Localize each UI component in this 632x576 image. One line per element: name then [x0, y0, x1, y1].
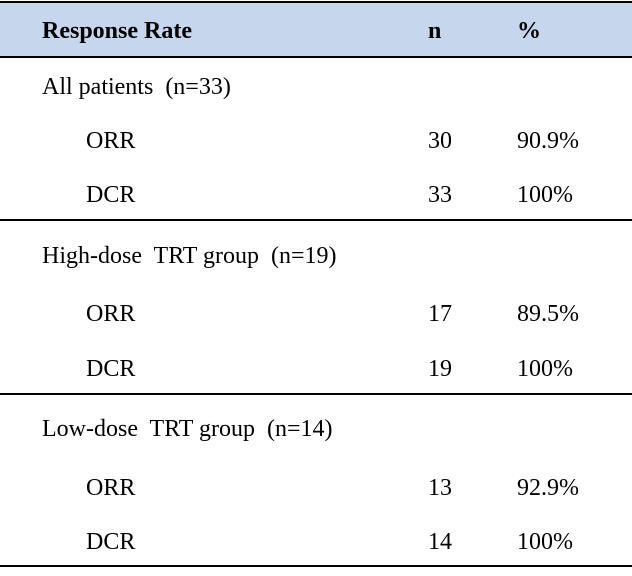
cell: 89.5%: [517, 301, 579, 327]
header-cell: Response Rate: [42, 18, 192, 44]
bottom-rule: [0, 565, 632, 567]
cell: 30: [428, 128, 452, 154]
cell: 14: [428, 529, 452, 555]
row-label: ORR: [86, 475, 136, 501]
top-rule: [0, 1, 632, 3]
cell: 100%: [517, 356, 573, 382]
cell: 17: [428, 301, 452, 327]
header-background: [0, 2, 632, 57]
cell: 90.9%: [517, 128, 579, 154]
cell: 13: [428, 475, 452, 501]
row-label: DCR: [86, 356, 136, 382]
header-cell: %: [517, 18, 541, 44]
section-title: All patients (n=33): [42, 74, 231, 100]
row-label: ORR: [86, 301, 136, 327]
cell: 100%: [517, 529, 573, 555]
cell: 92.9%: [517, 475, 579, 501]
section-title: Low-dose TRT group (n=14): [42, 416, 333, 442]
row-label: DCR: [86, 182, 136, 208]
header-cell: n: [428, 18, 442, 44]
row-label: DCR: [86, 529, 136, 555]
section-rule: [0, 219, 632, 221]
header-rule: [0, 56, 632, 58]
cell: 33: [428, 182, 452, 208]
section-rule: [0, 393, 632, 395]
row-label: ORR: [86, 128, 136, 154]
cell: 19: [428, 356, 452, 382]
section-title: High-dose TRT group (n=19): [42, 243, 337, 269]
cell: 100%: [517, 182, 573, 208]
